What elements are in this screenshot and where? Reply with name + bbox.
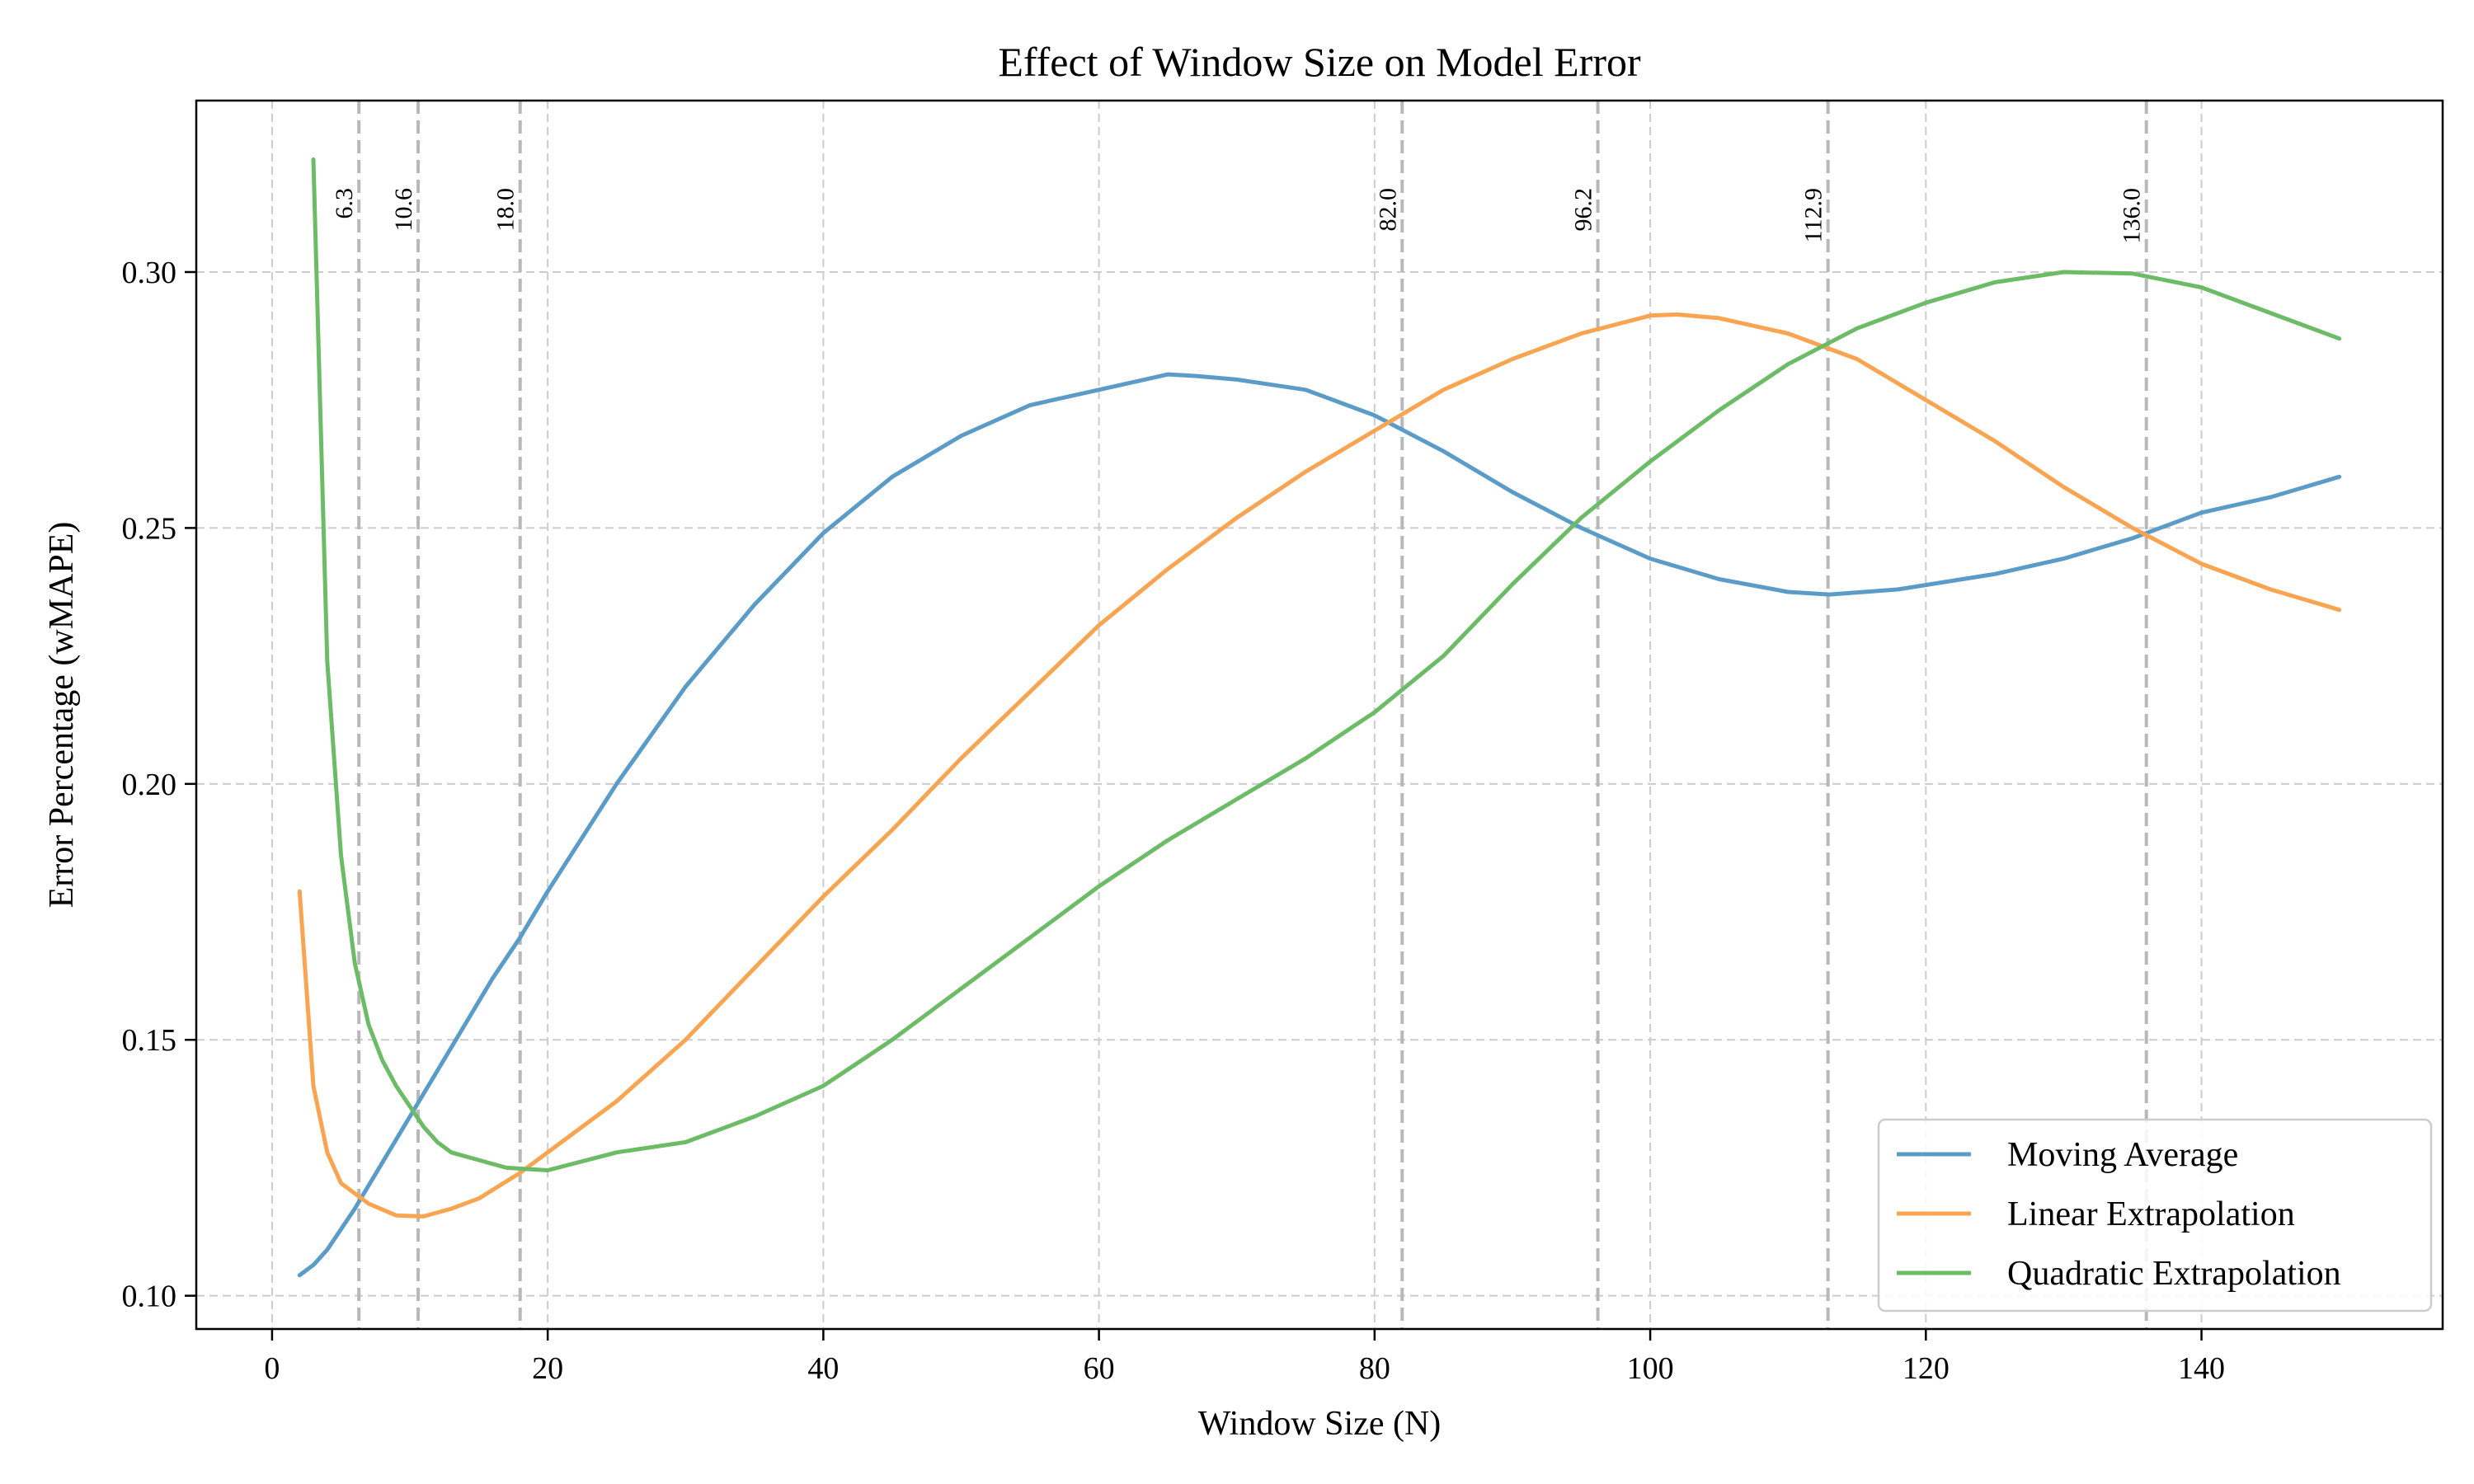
x-tick-label: 140 (2178, 1351, 2225, 1386)
vertical-marker-label: 18.0 (492, 188, 520, 232)
vertical-markers: 6.3 10.6 18.0 82.0 96.2 112.9 136.0 (331, 101, 2148, 1329)
plot-frame (195, 99, 2444, 1331)
x-tick-label: 80 (1359, 1351, 1390, 1386)
vertical-marker-label: 10.6 (390, 188, 417, 232)
x-tick-label: 100 (1627, 1351, 1674, 1386)
legend-label: Linear Extrapolation (2007, 1195, 2295, 1233)
axis-ticks: 0 20 40 60 80 100 120 140 0.10 0.15 0.20 0.25 0.30 (122, 256, 2226, 1386)
y-tick-label: 0.30 (122, 256, 177, 290)
vertical-marker-label: 6.3 (331, 188, 358, 219)
chart-title: Effect of Window Size on Model Error (998, 39, 1641, 85)
x-tick-label: 0 (264, 1351, 280, 1386)
x-axis-label: Window Size (N) (1198, 1405, 1442, 1443)
x-tick-label: 60 (1084, 1351, 1115, 1386)
series-lines (297, 157, 2342, 1278)
vertical-marker-label: 96.2 (1570, 188, 1597, 232)
series-line (297, 312, 2342, 1219)
legend-label: Quadratic Extrapolation (2007, 1255, 2341, 1293)
legend-box (1877, 1118, 2433, 1313)
legend-label: Moving Average (2007, 1136, 2238, 1174)
vertical-marker-label: 112.9 (1800, 188, 1827, 242)
y-tick-label: 0.20 (122, 768, 177, 802)
y-tick-label: 0.15 (122, 1023, 177, 1058)
vertical-marker-label: 82.0 (1374, 188, 1401, 232)
y-tick-label: 0.25 (122, 511, 177, 546)
x-tick-label: 40 (807, 1351, 839, 1386)
vertical-marker-label: 136.0 (2119, 188, 2146, 244)
y-tick-label: 0.10 (122, 1280, 177, 1314)
series-line (311, 157, 2342, 1172)
legend: Moving Average Linear Extrapolation Quadra… (1877, 1118, 2433, 1313)
grid (196, 101, 2443, 1329)
y-axis-label: Error Percentage (wMAPE) (43, 522, 81, 909)
x-tick-label: 120 (1903, 1351, 1950, 1386)
x-tick-label: 20 (532, 1351, 563, 1386)
series-line (297, 372, 2342, 1278)
